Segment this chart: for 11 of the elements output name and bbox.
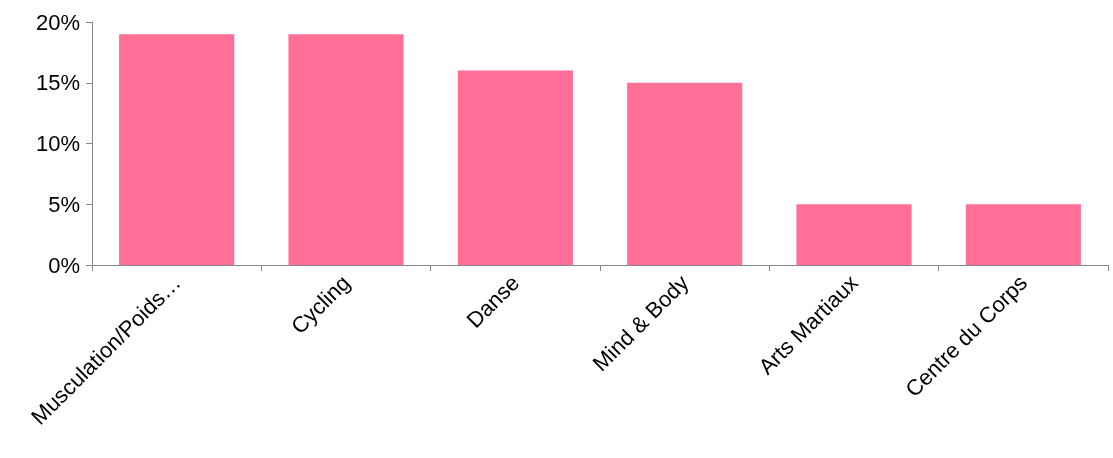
y-tick-label: 15% [35, 70, 80, 96]
y-tick-label: 10% [35, 131, 80, 156]
y-tick-label: 5% [48, 191, 80, 217]
y-tick-label: 0% [48, 252, 80, 278]
bar [965, 204, 1081, 265]
bar [627, 82, 743, 265]
bar [457, 70, 573, 265]
bar [796, 204, 912, 265]
bar [288, 34, 404, 265]
bar [119, 34, 235, 265]
y-tick-label: 20% [35, 9, 80, 35]
